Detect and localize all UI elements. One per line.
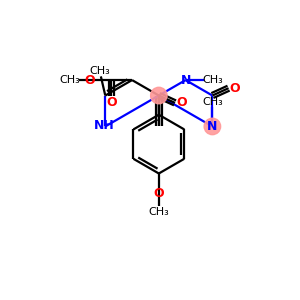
Text: NH: NH bbox=[93, 119, 114, 132]
Text: O: O bbox=[154, 187, 164, 200]
Circle shape bbox=[151, 87, 167, 104]
Circle shape bbox=[204, 118, 220, 135]
Text: N: N bbox=[207, 120, 218, 133]
Text: O: O bbox=[85, 74, 95, 87]
Text: O: O bbox=[106, 96, 117, 109]
Text: O: O bbox=[176, 96, 187, 110]
Text: CH₃: CH₃ bbox=[60, 75, 81, 85]
Text: CH₃: CH₃ bbox=[202, 75, 223, 85]
Text: CH₃: CH₃ bbox=[89, 66, 110, 76]
Text: O: O bbox=[230, 82, 240, 95]
Text: N: N bbox=[180, 74, 191, 87]
Text: CH₃: CH₃ bbox=[202, 97, 223, 107]
Text: CH₃: CH₃ bbox=[148, 207, 169, 217]
